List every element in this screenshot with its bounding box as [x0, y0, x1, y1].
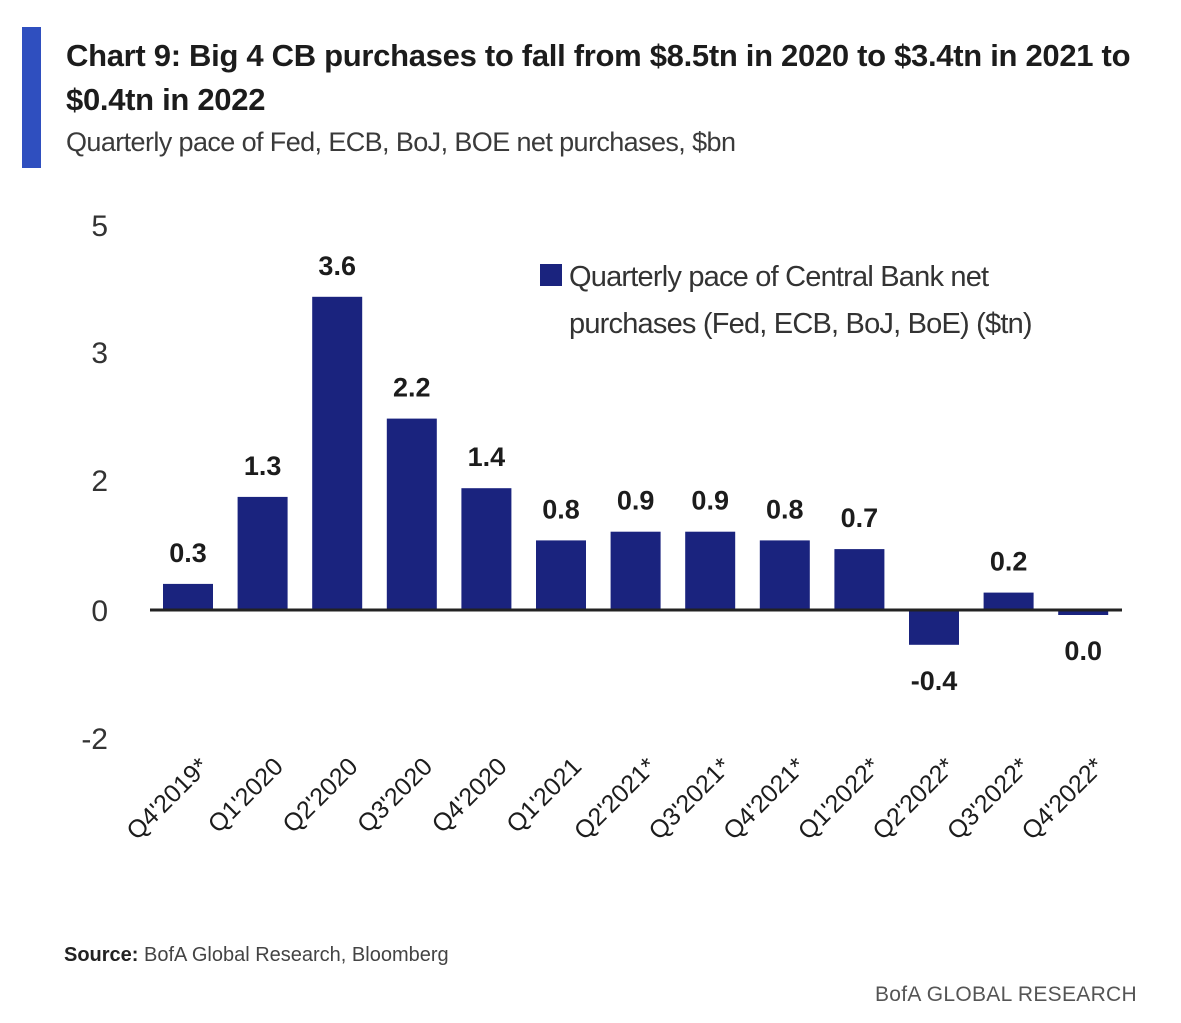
bar: [386, 418, 437, 610]
bar: [536, 540, 586, 610]
legend-label-line-2: purchases (Fed, ECB, BoJ, BoE) ($tn): [569, 308, 1032, 340]
value-label: 0.8: [766, 494, 804, 524]
value-label: 0.9: [691, 486, 729, 516]
value-label: 0.7: [841, 503, 879, 533]
y-axis-ticks: 5 3 2 0 -2: [81, 210, 108, 756]
y-tick-label: 2: [91, 465, 108, 498]
bar: [983, 592, 1034, 610]
value-label: -0.4: [911, 666, 958, 696]
chart-subtitle: Quarterly pace of Fed, ECB, BoJ, BOE net…: [66, 127, 736, 157]
value-label: 0.8: [542, 494, 580, 524]
legend-swatch: [540, 264, 562, 286]
x-axis-labels: Q4'2019*Q1'2020Q2'2020Q3'2020Q4'2020Q1'2…: [121, 752, 1109, 845]
bars: [163, 296, 1109, 645]
y-tick-label: -2: [81, 723, 108, 756]
value-label: 0.3: [169, 538, 207, 568]
title-accent-bar: [22, 27, 41, 168]
value-label: 1.4: [468, 442, 506, 472]
bar: [759, 540, 810, 610]
source-text: BofA Global Research, Bloomberg: [144, 944, 449, 966]
value-label: 2.2: [393, 373, 431, 403]
value-labels: 0.3 1.3 3.6 2.2 1.4 0.8 0.9 0.9 0.8 0.7 -0.4 0.2 0.0: [169, 251, 1102, 696]
value-label: 3.6: [318, 251, 356, 281]
bar: [1058, 610, 1109, 615]
y-tick-label: 3: [91, 337, 108, 370]
x-tick-label: Q2'2020: [277, 752, 363, 838]
brand-watermark: BofA GLOBAL RESEARCH: [875, 983, 1137, 1006]
y-tick-label: 0: [91, 595, 108, 628]
value-label: 1.3: [244, 451, 282, 481]
value-label: 0.9: [617, 486, 655, 516]
value-label: 0.0: [1064, 636, 1102, 666]
bar: [163, 583, 213, 610]
x-tick-label: Q4'2020: [427, 752, 513, 838]
source-label: Source:: [64, 944, 139, 966]
legend: Quarterly pace of Central Bank net purch…: [540, 261, 1033, 340]
x-tick-label: Q1'2020: [203, 752, 289, 838]
bar: [685, 531, 736, 610]
x-tick-label: Q4'2019*: [121, 752, 214, 845]
value-label: 0.2: [990, 547, 1028, 577]
bar: [237, 496, 288, 610]
bar: [312, 296, 363, 610]
source-note: Source: BofA Global Research, Bloomberg: [64, 944, 449, 967]
bar: [834, 549, 885, 610]
legend-label-line-1: Quarterly pace of Central Bank net: [569, 261, 989, 293]
bar: [610, 531, 661, 610]
bar-chart: 5 3 2 0 -2 0.3 1.3 3.6 2.2 1.4 0.8 0.9 0.9 0.8 0.7 -0.…: [81, 210, 1122, 845]
chart-title: Chart 9: Big 4 CB purchases to fall from…: [66, 38, 1131, 117]
bar: [909, 610, 959, 645]
x-tick-label: Q4'2022*: [1016, 752, 1109, 845]
x-tick-label: Q3'2020: [352, 752, 438, 838]
y-tick-label: 5: [91, 210, 108, 243]
bar: [461, 488, 512, 610]
